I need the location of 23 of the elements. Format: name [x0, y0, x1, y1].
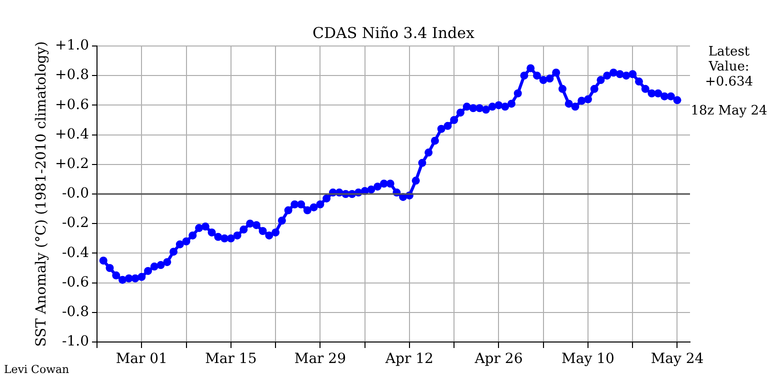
y-tick-label: -0.8 [62, 304, 89, 320]
x-tick-label: May 24 [650, 351, 704, 368]
y-tick-label: +0.4 [55, 126, 90, 142]
y-tick-label: -0.6 [62, 274, 90, 290]
x-tick-label: May 10 [562, 351, 614, 368]
x-tick-label: Apr 12 [384, 351, 434, 368]
x-tick-label: Mar 29 [294, 351, 346, 368]
y-tick-label: -0.2 [62, 215, 89, 232]
text: 18z May 24 [690, 103, 768, 118]
y-axis-title: SST Anomaly (°C) (1981-2010 climatology) [34, 41, 50, 347]
text: Levi Cowan [4, 362, 70, 376]
y-tick-label: -0.0 [62, 186, 89, 202]
y-tick-label: -0.4 [62, 244, 90, 261]
y-tick-label: +0.6 [55, 96, 90, 113]
x-tick-label: Apr 26 [474, 351, 523, 368]
chart-title: CDAS Niño 3.4 Index [312, 24, 475, 42]
x-tick-label: Mar 15 [205, 351, 257, 368]
text: Latest Value: +0.634 [704, 44, 754, 90]
y-tick-label: -1.0 [62, 334, 89, 350]
y-tick-label: +1.0 [55, 38, 89, 54]
y-tick-label: +0.8 [55, 67, 89, 84]
x-tick-label: Mar 01 [116, 351, 168, 368]
y-tick-label: +0.2 [55, 156, 89, 172]
